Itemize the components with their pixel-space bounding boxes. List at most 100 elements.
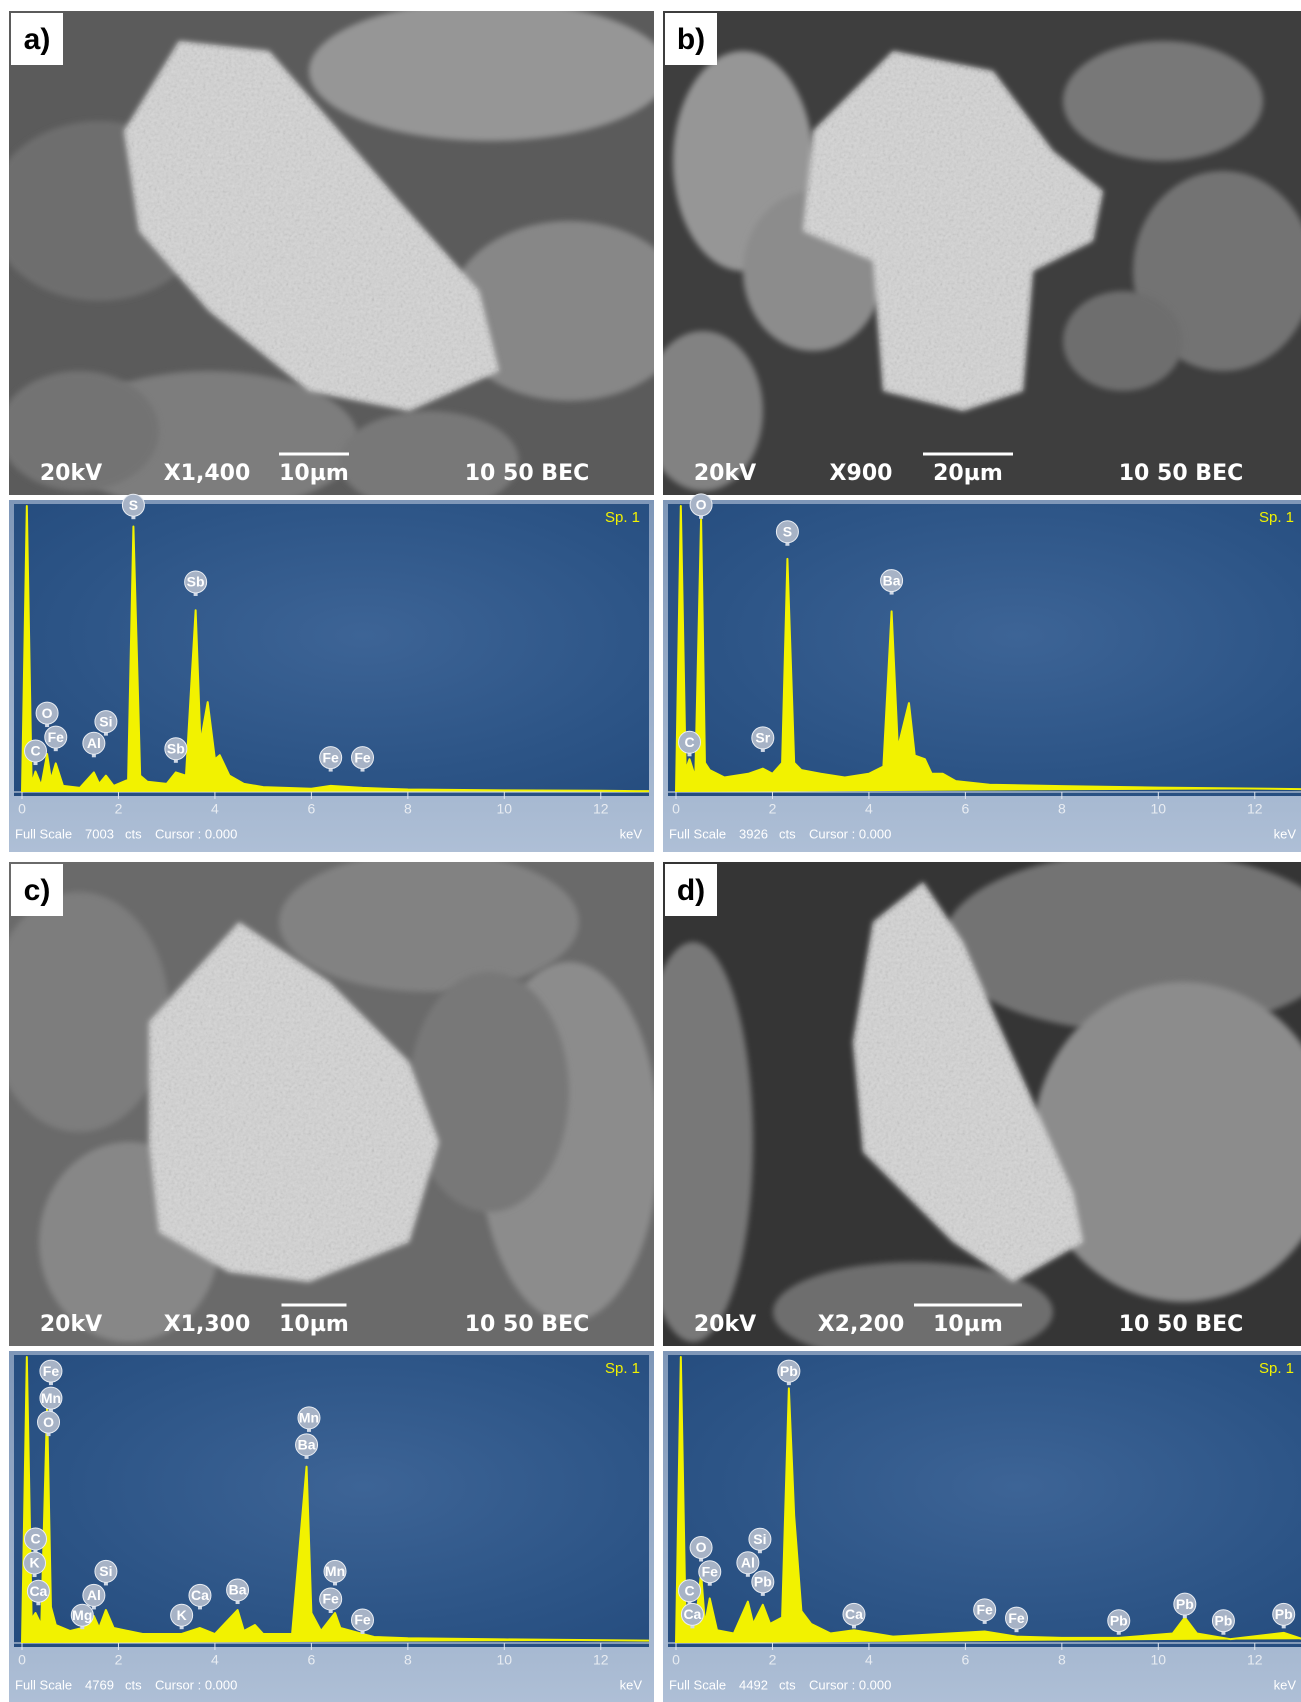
panel-label: c) — [24, 874, 51, 907]
x-tick-label: 2 — [769, 1652, 777, 1668]
peak-label: Ca — [683, 1606, 701, 1622]
x-tick-label: 6 — [307, 1652, 315, 1668]
peak-label: Ca — [191, 1587, 209, 1603]
peak-label: C — [30, 1531, 40, 1547]
spectrum: 024681012Sp. 1COSrSBaFull Scale3926ctsCu… — [663, 494, 1301, 852]
spectrum-name: Sp. 1 — [1259, 1360, 1294, 1377]
peak-label: Fe — [354, 749, 371, 765]
peak-label: Sb — [167, 741, 185, 757]
particle — [1063, 41, 1263, 161]
peak-label: Ca — [845, 1606, 863, 1622]
x-tick-label: 4 — [865, 1652, 873, 1668]
sem-mode: 10 50 BEC — [1119, 1312, 1244, 1337]
peak-label: O — [696, 1539, 707, 1555]
x-tick-label: 8 — [404, 801, 412, 817]
sem-mode: 10 50 BEC — [1119, 461, 1244, 486]
panel-label: b) — [677, 23, 705, 56]
sem-scale: 10µm — [279, 1312, 349, 1337]
x-tick-label: 0 — [18, 1652, 26, 1668]
cursor: Cursor : 0.000 — [155, 1677, 237, 1692]
particle — [279, 852, 579, 992]
peak-label: Mn — [299, 1410, 319, 1426]
peak-label: K — [29, 1555, 39, 1571]
x-tick-label: 2 — [115, 1652, 123, 1668]
peak-label: Al — [87, 1587, 101, 1603]
x-axis-label: keV — [620, 826, 643, 841]
peak-label: Mn — [325, 1563, 345, 1579]
peak-label: Fe — [323, 1591, 340, 1607]
sem-image: a)20kVX1,40010µm10 50 BEC — [0, 1, 689, 511]
peak-label: Al — [87, 735, 101, 751]
peak-label: O — [43, 1414, 54, 1430]
peak-label: Pb — [1214, 1612, 1232, 1628]
peak-label: Sb — [187, 574, 205, 590]
peak-label: Fe — [1008, 1610, 1025, 1626]
full-scale-value: 4769 — [85, 1677, 114, 1692]
sem-image: d)20kVX2,20010µm10 50 BEC — [633, 852, 1301, 1362]
full-scale-label: Full Scale — [15, 1677, 72, 1692]
sem-content: a)20kVX1,40010µm10 50 BEC — [0, 1, 689, 511]
cursor: Cursor : 0.000 — [809, 826, 891, 841]
x-axis-label: keV — [1274, 1677, 1297, 1692]
x-tick-label: 4 — [211, 1652, 219, 1668]
figure: a)20kVX1,40010µm10 50 BEC024681012Sp. 1C… — [0, 0, 1301, 1702]
peak-label: Si — [99, 713, 112, 729]
peak-label: Fe — [977, 1602, 994, 1618]
spectrum-name: Sp. 1 — [605, 509, 640, 526]
peak-label: C — [30, 743, 40, 759]
spectrum-name: Sp. 1 — [1259, 509, 1294, 526]
x-tick-label: 2 — [115, 801, 123, 817]
sem-voltage: 20kV — [40, 1312, 102, 1337]
x-tick-label: 10 — [1151, 1652, 1167, 1668]
sem-scale: 10µm — [933, 1312, 1003, 1337]
sem-content: c)20kVX1,30010µm10 50 BEC — [0, 852, 659, 1346]
x-tick-label: 6 — [307, 801, 315, 817]
peak-label: Pb — [1110, 1612, 1128, 1628]
x-tick-label: 8 — [1058, 801, 1066, 817]
x-tick-label: 4 — [865, 801, 873, 817]
x-tick-label: 0 — [672, 1652, 680, 1668]
y-unit: cts — [125, 826, 142, 841]
peak-label: C — [684, 1583, 694, 1599]
peak-label: Si — [753, 1531, 766, 1547]
peak-label: Al — [741, 1554, 755, 1570]
x-tick-label: 6 — [961, 801, 969, 817]
sem-scale: 20µm — [933, 461, 1003, 486]
x-axis-label: keV — [620, 1677, 643, 1692]
full-scale-label: Full Scale — [15, 826, 72, 841]
peak-label: Ca — [29, 1583, 47, 1599]
peak-label: S — [783, 523, 792, 539]
spectrum: 024681012Sp. 1PbCCaOFeAlSiPbCaFeFePbPbPb… — [663, 1351, 1301, 1702]
peak-label: O — [42, 705, 53, 721]
spectrum-name: Sp. 1 — [605, 1360, 640, 1377]
y-unit: cts — [779, 826, 796, 841]
peak-label: S — [129, 497, 138, 513]
x-tick-label: 6 — [961, 1652, 969, 1668]
peak-label: Fe — [354, 1612, 371, 1628]
x-tick-label: 2 — [769, 801, 777, 817]
peak-label: Mg — [72, 1607, 92, 1623]
particle — [309, 1, 669, 141]
cursor: Cursor : 0.000 — [155, 826, 237, 841]
full-scale-value: 4492 — [739, 1677, 768, 1692]
full-scale-label: Full Scale — [669, 826, 726, 841]
peak-label: O — [696, 497, 707, 513]
x-tick-label: 0 — [672, 801, 680, 817]
peak-label: Sr — [755, 730, 770, 746]
x-tick-label: 8 — [1058, 1652, 1066, 1668]
x-tick-label: 10 — [497, 1652, 513, 1668]
peak-label: K — [177, 1607, 187, 1623]
peak-label: Si — [99, 1563, 112, 1579]
sem-voltage: 20kV — [40, 461, 102, 486]
peak-label: Pb — [1275, 1606, 1293, 1622]
peak-label: Pb — [754, 1574, 772, 1590]
y-unit: cts — [125, 1677, 142, 1692]
x-axis-label: keV — [1274, 826, 1297, 841]
particle — [1063, 291, 1183, 391]
sem-image: c)20kVX1,30010µm10 50 BEC — [0, 852, 659, 1346]
spectrum-background — [668, 504, 1301, 796]
peak-label: Ba — [298, 1437, 316, 1453]
peak-label: Pb — [1176, 1596, 1194, 1612]
